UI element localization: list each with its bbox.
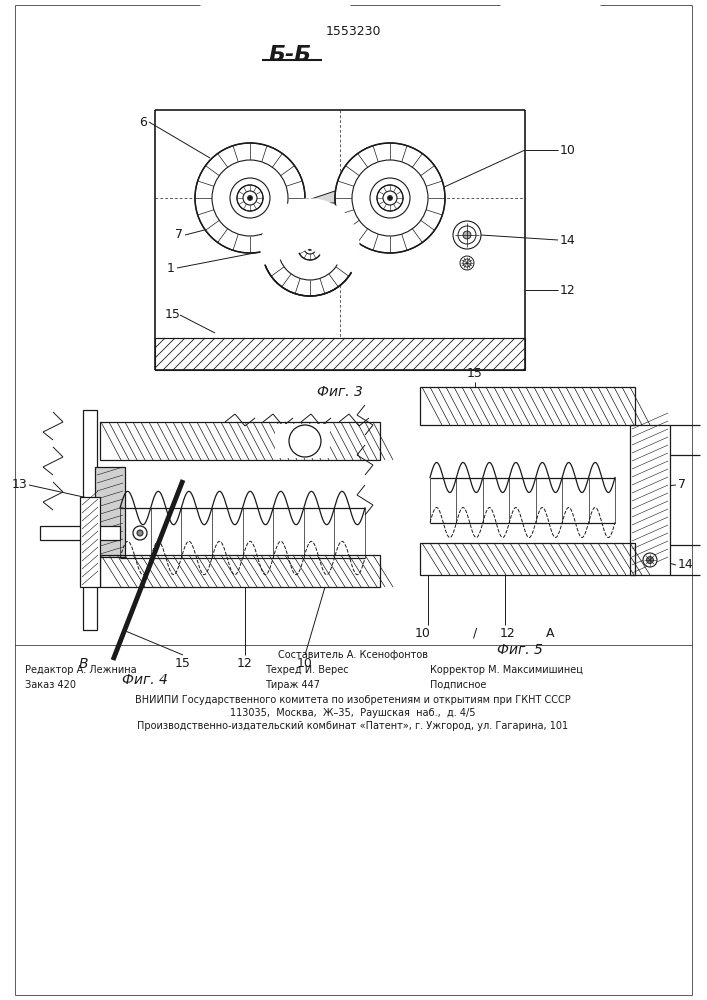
Bar: [420, 543, 635, 575]
Circle shape: [243, 191, 257, 205]
Bar: [83, 410, 97, 630]
Circle shape: [289, 425, 321, 457]
Text: 1553230: 1553230: [325, 25, 381, 38]
Circle shape: [646, 556, 653, 564]
Circle shape: [247, 196, 252, 200]
Bar: [100, 422, 380, 460]
Text: /: /: [473, 627, 477, 640]
Circle shape: [304, 242, 316, 254]
Circle shape: [133, 526, 147, 540]
Text: Фиг. 4: Фиг. 4: [122, 673, 168, 687]
Text: 14: 14: [560, 233, 575, 246]
Text: 15: 15: [175, 657, 191, 670]
Circle shape: [352, 160, 428, 236]
Bar: [95, 467, 125, 557]
Text: 10: 10: [415, 627, 431, 640]
Circle shape: [453, 221, 481, 249]
Circle shape: [212, 160, 288, 236]
Text: Корректор М. Максимишинец: Корректор М. Максимишинец: [430, 665, 583, 675]
Bar: [630, 425, 670, 575]
Bar: [420, 543, 635, 575]
Text: 12: 12: [560, 284, 575, 296]
Bar: [100, 555, 380, 587]
Text: Составитель А. Ксенофонтов: Составитель А. Ксенофонтов: [278, 650, 428, 660]
Bar: [155, 110, 525, 370]
Text: ВНИИПИ Государственного комитета по изобретениям и открытиям при ГКНТ СССР: ВНИИПИ Государственного комитета по изоб…: [135, 695, 571, 705]
Circle shape: [230, 178, 270, 218]
Text: Тираж 447: Тираж 447: [265, 680, 320, 690]
Text: 7: 7: [678, 479, 686, 491]
Circle shape: [137, 530, 143, 536]
Circle shape: [195, 143, 305, 253]
Text: Фиг. 5: Фиг. 5: [497, 643, 543, 657]
Text: 15: 15: [467, 367, 483, 380]
Circle shape: [262, 200, 358, 296]
Text: 6: 6: [139, 115, 147, 128]
Bar: [420, 387, 635, 425]
Bar: [630, 425, 670, 575]
Circle shape: [370, 178, 410, 218]
Text: 7: 7: [175, 229, 183, 241]
Text: B: B: [78, 657, 88, 671]
Text: 113035,  Москва,  Ж–35,  Раушская  наб.,  д. 4/5: 113035, Москва, Ж–35, Раушская наб., д. …: [230, 708, 476, 718]
Bar: [100, 555, 380, 587]
Text: 10: 10: [560, 143, 576, 156]
Bar: [80, 497, 100, 587]
Text: Фиг. 3: Фиг. 3: [317, 385, 363, 399]
Bar: [155, 338, 525, 370]
Text: Техред И. Верес: Техред И. Верес: [265, 665, 349, 675]
Circle shape: [278, 216, 342, 280]
Text: 15: 15: [165, 308, 181, 322]
Text: Производственно-издательский комбинат «Патент», г. Ужгород, ул. Гагарина, 101: Производственно-издательский комбинат «П…: [137, 721, 568, 731]
Text: Подписное: Подписное: [430, 680, 486, 690]
Circle shape: [387, 196, 392, 200]
Bar: [420, 387, 635, 425]
Text: 1: 1: [167, 261, 175, 274]
Polygon shape: [262, 180, 372, 213]
Bar: [40, 526, 120, 540]
Bar: [275, 424, 330, 458]
Text: Б-Б: Б-Б: [269, 45, 312, 65]
Text: 12: 12: [237, 657, 253, 670]
Text: 13: 13: [11, 479, 27, 491]
Bar: [100, 422, 380, 460]
Text: 12: 12: [500, 627, 515, 640]
Circle shape: [460, 256, 474, 270]
Circle shape: [308, 245, 312, 250]
Circle shape: [335, 143, 445, 253]
Text: Редактор А. Лежнина: Редактор А. Лежнина: [25, 665, 136, 675]
Text: Заказ 420: Заказ 420: [25, 680, 76, 690]
Wedge shape: [261, 199, 359, 272]
Text: 10: 10: [297, 657, 313, 670]
Circle shape: [643, 553, 657, 567]
Circle shape: [383, 191, 397, 205]
Text: A: A: [546, 627, 554, 640]
Text: 14: 14: [678, 558, 694, 572]
Bar: [95, 467, 125, 557]
Circle shape: [463, 231, 471, 239]
Bar: [80, 497, 100, 587]
